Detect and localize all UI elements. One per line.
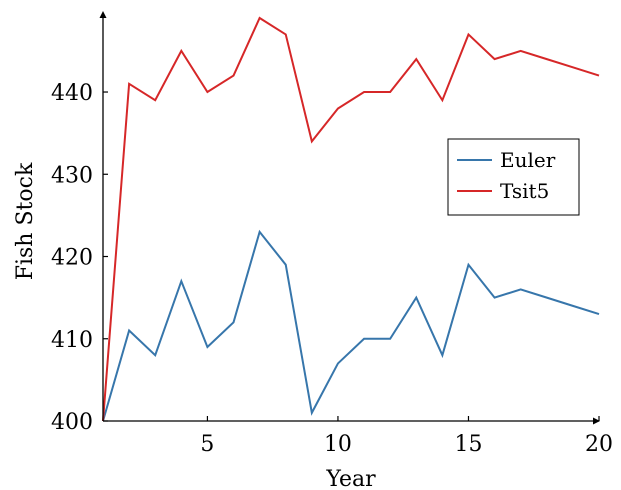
axes	[99, 11, 600, 425]
x-ticks: 5 10 15 20	[200, 416, 613, 457]
legend-label-euler: Euler	[500, 148, 556, 172]
x-tick-label: 20	[585, 432, 613, 457]
y-tick-label: 420	[51, 246, 93, 271]
x-tick-label: 10	[324, 432, 352, 457]
legend-box	[447, 138, 580, 216]
legend-label-tsit5: Tsit5	[500, 179, 549, 203]
y-tick-label: 440	[51, 81, 93, 106]
x-tick-label: 5	[200, 432, 214, 457]
x-axis-title: Year	[325, 467, 376, 490]
y-tick-label: 430	[51, 163, 93, 188]
legend: Euler Tsit5	[447, 138, 580, 216]
y-ticks: 400 410 420 430 440	[51, 81, 108, 435]
y-axis-title: Fish Stock	[13, 162, 38, 280]
x-tick-label: 15	[454, 432, 482, 457]
series-line-euler	[102, 229, 600, 422]
y-tick-label: 400	[51, 410, 93, 435]
series-line-tsit5	[102, 16, 600, 422]
y-tick-label: 410	[51, 328, 93, 353]
plot-lines	[102, 16, 600, 422]
x-axis-arrow	[593, 417, 600, 425]
y-axis-arrow	[99, 11, 107, 18]
